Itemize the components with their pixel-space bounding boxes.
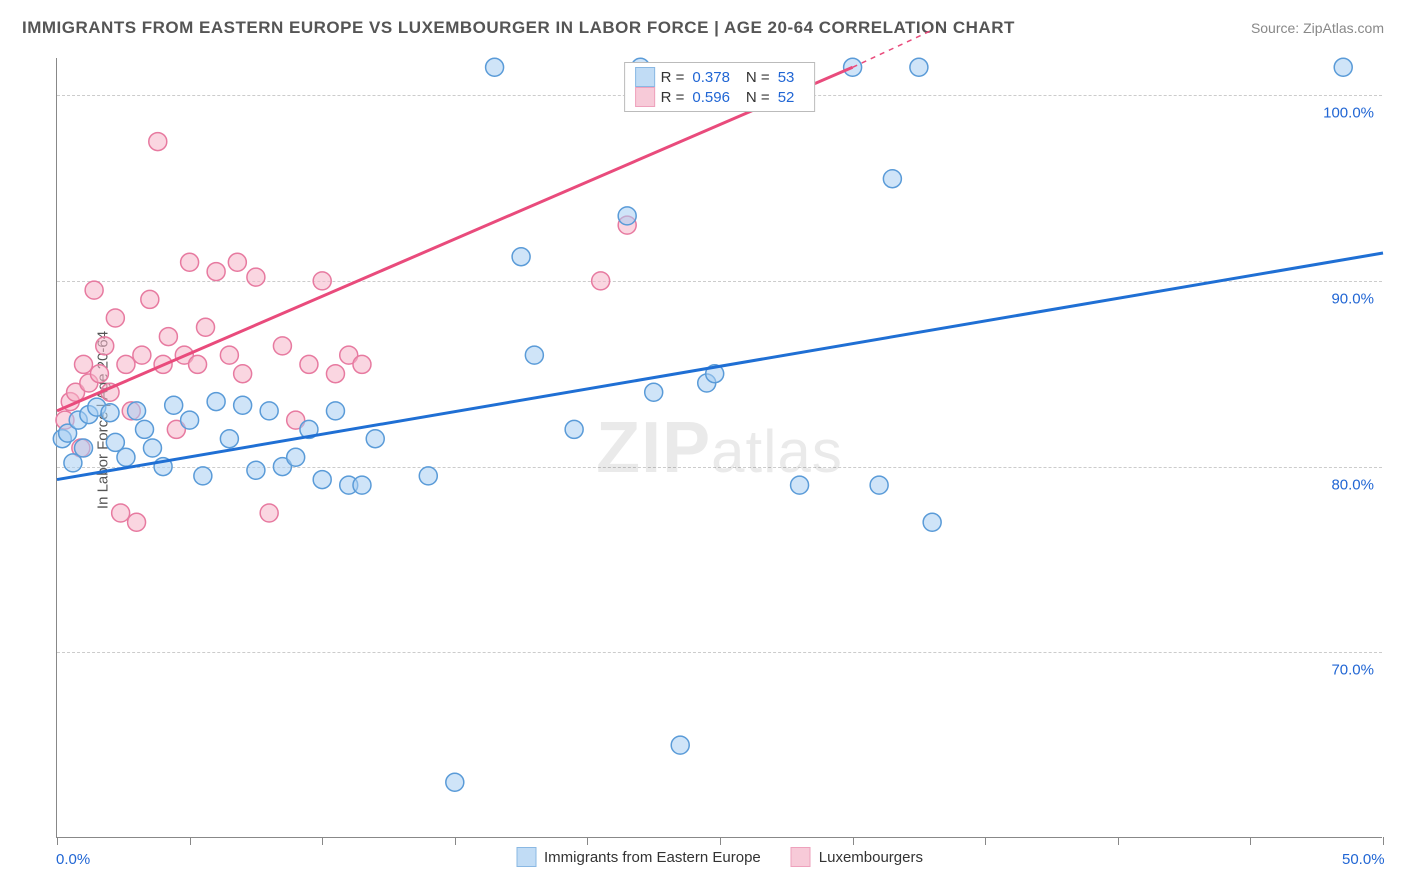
legend-row-series-2: R = 0.596 N = 52 [635, 87, 805, 107]
legend-label-2: Luxembourgers [819, 849, 923, 866]
title-bar: IMMIGRANTS FROM EASTERN EUROPE VS LUXEMB… [22, 18, 1384, 38]
legend-swatch-blue [635, 67, 655, 87]
x-tick-label-min: 0.0% [56, 851, 90, 868]
legend-swatch-1 [516, 847, 536, 867]
legend-label-1: Immigrants from Eastern Europe [544, 849, 761, 866]
chart-title: IMMIGRANTS FROM EASTERN EUROPE VS LUXEMB… [22, 18, 1015, 38]
source-label: Source: ZipAtlas.com [1251, 20, 1384, 36]
legend-series: Immigrants from Eastern Europe Luxembour… [516, 847, 923, 867]
plot-area: 70.0%80.0%90.0%100.0% ZIPatlas R = 0.378… [56, 58, 1382, 838]
legend-swatch-2 [791, 847, 811, 867]
chart-svg [57, 58, 1382, 837]
legend-r-label-2: R = [661, 89, 685, 106]
legend-row-series-1: R = 0.378 N = 53 [635, 67, 805, 87]
legend-item-2: Luxembourgers [791, 847, 923, 867]
legend-r-value-1: 0.378 [692, 69, 730, 86]
legend-n-value-1: 53 [778, 69, 795, 86]
x-tick-label-max: 50.0% [1342, 851, 1385, 868]
legend-r-value-2: 0.596 [692, 89, 730, 106]
legend-correlation: R = 0.378 N = 53 R = 0.596 N = 52 [624, 62, 816, 112]
legend-n-value-2: 52 [778, 89, 795, 106]
legend-r-label-1: R = [661, 69, 685, 86]
legend-n-label-2: N = [746, 89, 770, 106]
legend-n-label-1: N = [746, 69, 770, 86]
legend-item-1: Immigrants from Eastern Europe [516, 847, 761, 867]
legend-swatch-pink [635, 87, 655, 107]
